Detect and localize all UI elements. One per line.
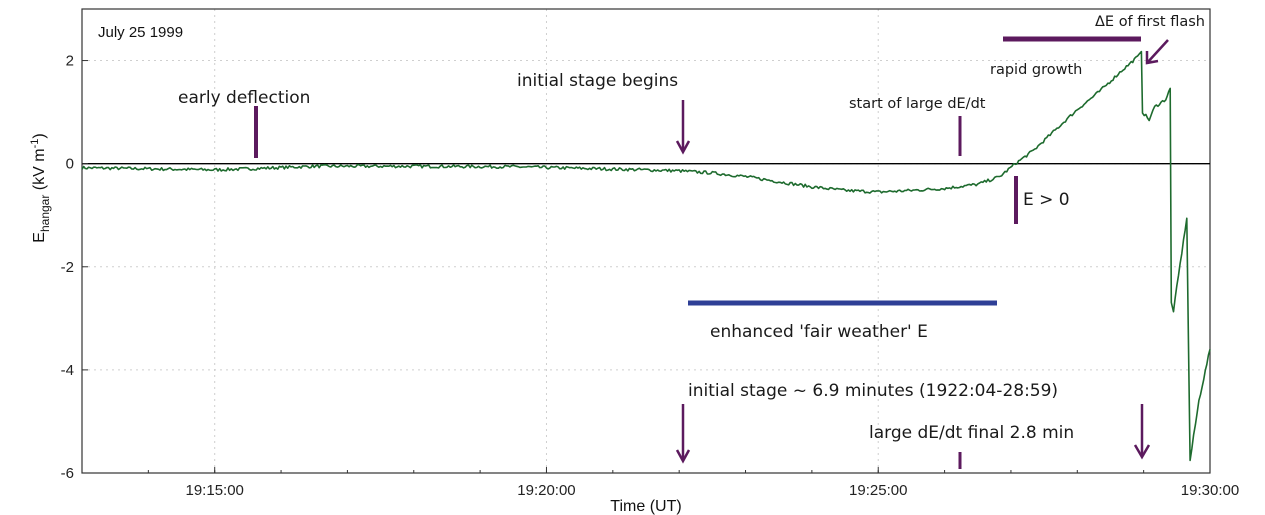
x-tick-label: 19:20:00 xyxy=(517,482,575,499)
first-flash-label: ΔE of first flash xyxy=(1095,14,1205,30)
y-axis-title: Ehangar (kV m-1) xyxy=(29,133,52,242)
date-label: July 25 1999 xyxy=(98,24,183,41)
x-tick-label: 19:25:00 xyxy=(849,482,907,499)
x-axis-title: Time (UT) xyxy=(610,498,681,515)
early-deflection-label: early deflection xyxy=(178,88,310,108)
initial-stage-arrow xyxy=(675,100,691,155)
y-axis-title-unit-close: ) xyxy=(31,133,48,138)
initial-stage-duration-label: initial stage ~ 6.9 minutes (1922:04-28:… xyxy=(688,381,1058,401)
y-axis-title-sub: hangar xyxy=(38,195,52,232)
large-dedt-final-label: large dE/dt final 2.8 min xyxy=(869,423,1074,443)
rapid-growth-label: rapid growth xyxy=(990,62,1082,78)
y-tick-label: 0 xyxy=(66,156,74,173)
y-tick-label: -4 xyxy=(61,362,74,379)
y-axis-title-unit-open: (kV m xyxy=(31,148,48,194)
large-dedt-final-arrow xyxy=(1133,404,1151,460)
ticks: 19:15:00 19:20:00 19:25:00 19:30:00 -6 -4 -2 0 2 xyxy=(61,53,1240,499)
initial-stage-begins-label: initial stage begins xyxy=(517,71,678,91)
y-tick-label: 2 xyxy=(66,53,74,70)
e-field-trace xyxy=(81,50,1211,462)
start-large-dedt-label: start of large dE/dt xyxy=(849,96,986,112)
e-positive-label: E > 0 xyxy=(1023,190,1070,210)
y-axis-title-unit-sup: -1 xyxy=(29,139,41,149)
y-axis-title-base: E xyxy=(31,232,48,243)
plot-frame xyxy=(81,8,1211,474)
y-tick-label: -2 xyxy=(61,259,74,276)
first-flash-arrow xyxy=(1145,39,1169,65)
fair-weather-label: enhanced 'fair weather' E xyxy=(710,322,928,342)
x-tick-label: 19:15:00 xyxy=(186,482,244,499)
y-tick-label: -6 xyxy=(61,465,74,482)
x-tick-label: 19:30:00 xyxy=(1181,482,1239,499)
initial-stage-bottom-arrow xyxy=(675,404,691,464)
